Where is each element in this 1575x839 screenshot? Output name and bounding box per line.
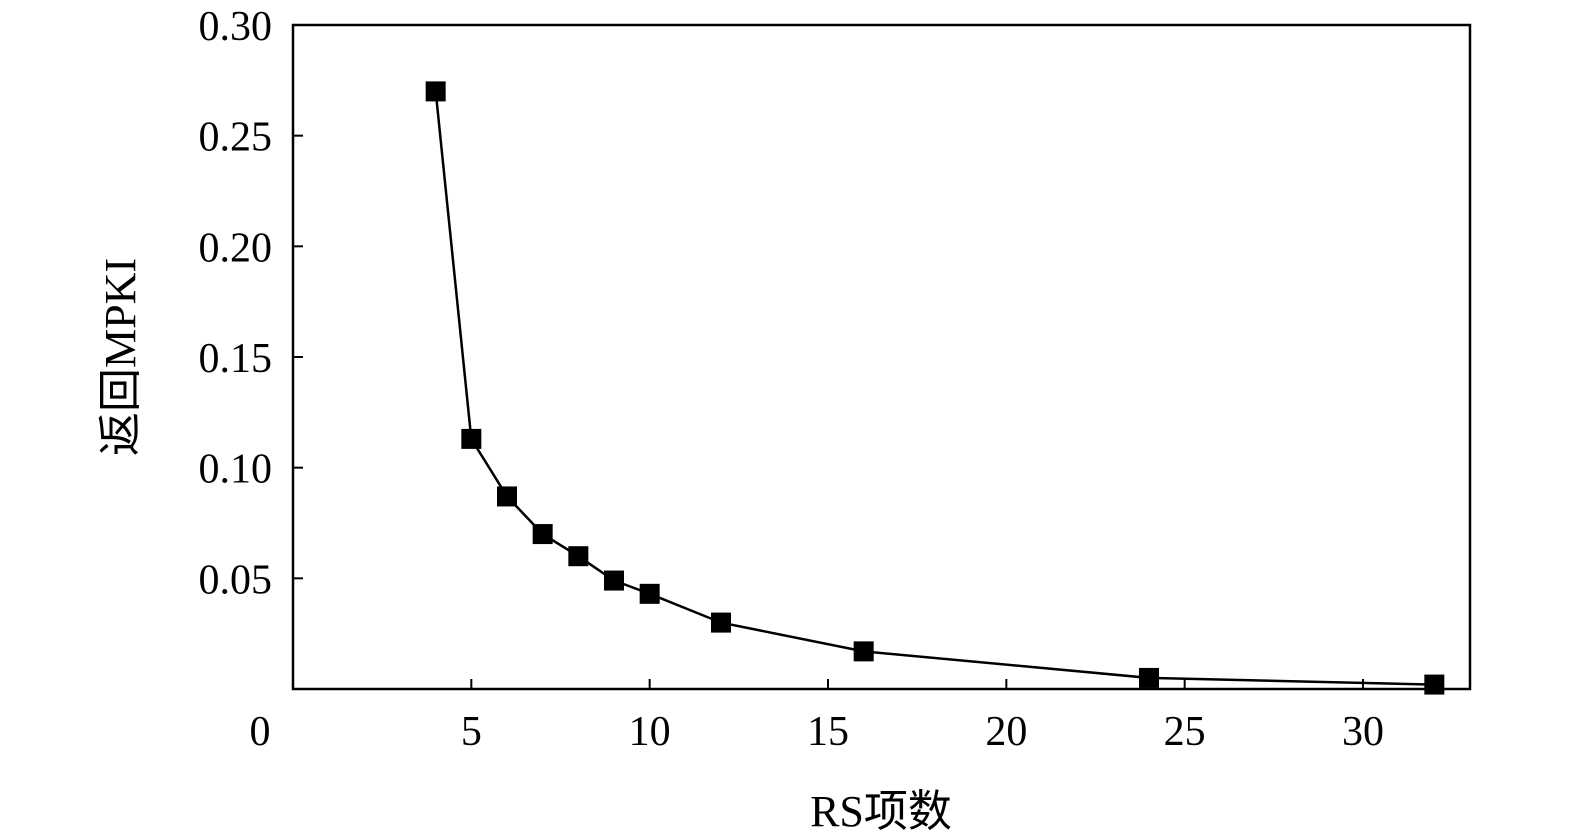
x-axis-ticks: 0 5 10 15 20 25 30 [250,679,1384,755]
y-axis-ticks: 0.05 0.10 0.15 0.20 0.25 0.30 [199,4,303,603]
x-tick-label: 15 [807,709,849,755]
x-axis-label: RS项数 [810,787,952,836]
x-tick-label: 10 [629,709,671,755]
data-point-marker [568,546,589,567]
series-markers [425,81,1445,695]
data-point-marker [461,428,482,449]
x-tick-label: 5 [461,709,482,755]
data-point-marker [1424,674,1445,695]
data-point-marker [639,583,660,604]
data-point-marker [711,612,731,633]
x-tick-label: 20 [985,709,1027,755]
x-tick-label: 0 [250,709,271,755]
x-tick-label: 25 [1164,709,1206,755]
plot-frame [291,23,1472,691]
y-tick-label: 0.10 [199,447,273,493]
data-point-marker [853,641,874,662]
data-point-marker [604,570,624,591]
y-axis-label: 返回MPKI [96,258,145,456]
data-point-marker [532,524,553,545]
data-point-marker [1139,667,1159,688]
series-line [434,91,1435,686]
y-tick-label: 0.20 [199,225,273,271]
data-point-marker [425,81,446,102]
y-tick-label: 0.25 [199,115,273,161]
data-point-marker [497,486,517,507]
x-tick-label: 30 [1342,709,1384,755]
y-tick-label: 0.30 [199,4,273,50]
y-tick-label: 0.15 [199,336,273,382]
y-tick-label: 0.05 [199,557,273,603]
